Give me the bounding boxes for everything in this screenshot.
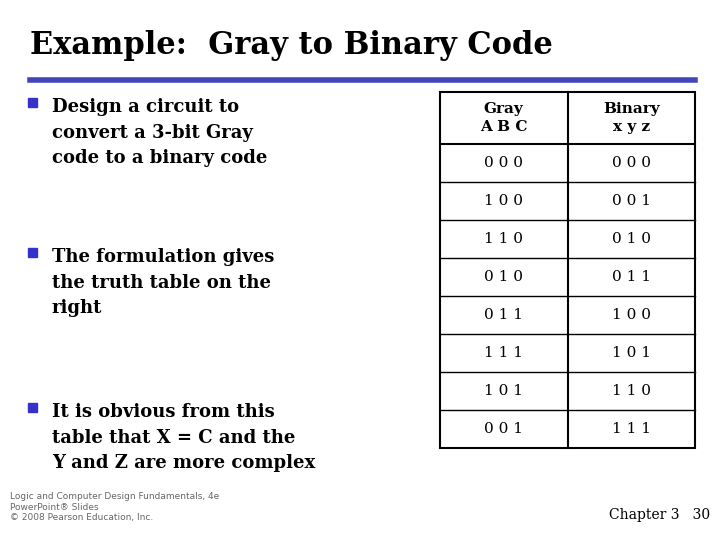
Text: The formulation gives
the truth table on the
right: The formulation gives the truth table on… bbox=[52, 248, 274, 318]
Text: 1 1 1: 1 1 1 bbox=[612, 422, 651, 436]
Bar bbox=[28, 403, 37, 412]
Text: 0 1 0: 0 1 0 bbox=[485, 270, 523, 284]
Text: It is obvious from this
table that X = C and the
Y and Z are more complex: It is obvious from this table that X = C… bbox=[52, 403, 315, 472]
Text: 0 0 0: 0 0 0 bbox=[485, 156, 523, 170]
Text: 0 1 1: 0 1 1 bbox=[612, 270, 651, 284]
Text: x y z: x y z bbox=[613, 120, 650, 134]
Text: 1 0 1: 1 0 1 bbox=[612, 346, 651, 360]
Text: 1 1 0: 1 1 0 bbox=[612, 384, 651, 398]
Text: Example:  Gray to Binary Code: Example: Gray to Binary Code bbox=[30, 30, 553, 61]
Text: 0 0 1: 0 0 1 bbox=[485, 422, 523, 436]
Bar bbox=[440, 92, 695, 448]
Text: 1 0 0: 1 0 0 bbox=[485, 194, 523, 208]
Text: Logic and Computer Design Fundamentals, 4e
PowerPoint® Slides
© 2008 Pearson Edu: Logic and Computer Design Fundamentals, … bbox=[10, 492, 220, 522]
Bar bbox=[28, 248, 37, 257]
Text: 0 1 1: 0 1 1 bbox=[485, 308, 523, 322]
Text: 1 1 0: 1 1 0 bbox=[485, 232, 523, 246]
Text: 1 0 0: 1 0 0 bbox=[612, 308, 651, 322]
Text: Binary: Binary bbox=[603, 102, 660, 116]
Text: A B C: A B C bbox=[480, 120, 528, 134]
Text: 1 1 1: 1 1 1 bbox=[485, 346, 523, 360]
Bar bbox=[28, 98, 37, 107]
Text: Design a circuit to
convert a 3-bit Gray
code to a binary code: Design a circuit to convert a 3-bit Gray… bbox=[52, 98, 267, 167]
Text: 0 0 0: 0 0 0 bbox=[612, 156, 651, 170]
Text: Gray: Gray bbox=[484, 102, 523, 116]
Text: Chapter 3   30: Chapter 3 30 bbox=[609, 508, 710, 522]
Text: 0 0 1: 0 0 1 bbox=[612, 194, 651, 208]
Text: 0 1 0: 0 1 0 bbox=[612, 232, 651, 246]
Text: 1 0 1: 1 0 1 bbox=[485, 384, 523, 398]
